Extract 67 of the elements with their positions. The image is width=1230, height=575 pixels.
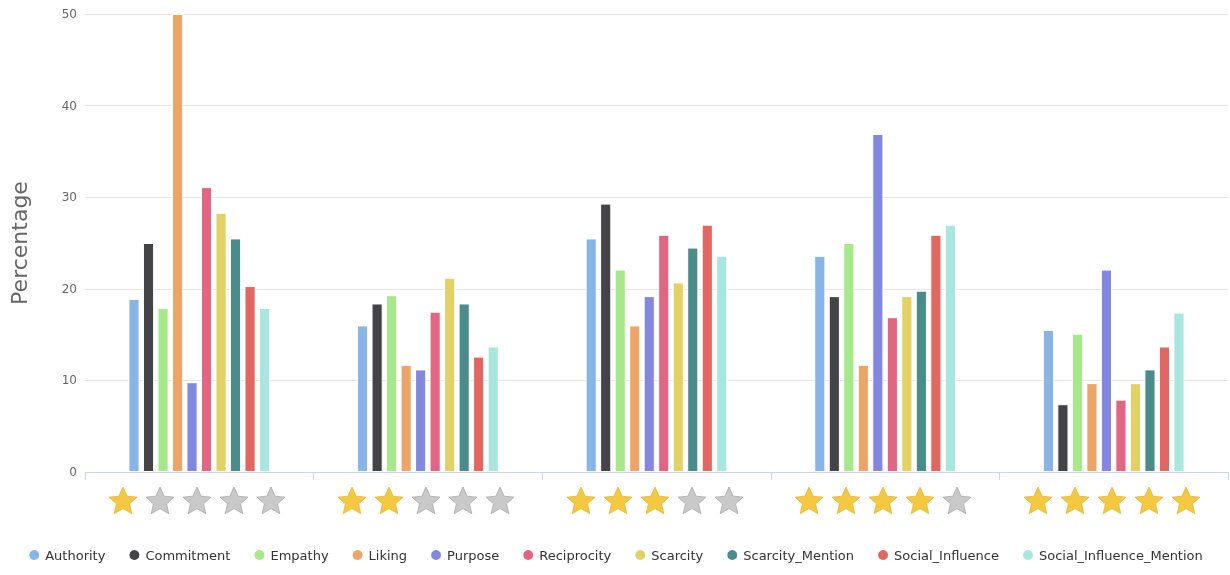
bar bbox=[259, 308, 271, 472]
bar bbox=[857, 364, 869, 472]
bar bbox=[1129, 383, 1142, 472]
bar bbox=[1173, 312, 1185, 472]
bar bbox=[687, 247, 699, 472]
bar bbox=[444, 277, 456, 472]
bar bbox=[429, 311, 441, 472]
bar bbox=[1071, 333, 1084, 472]
bar bbox=[901, 296, 913, 472]
bar bbox=[872, 134, 884, 472]
bar bbox=[186, 382, 198, 472]
bar bbox=[1042, 330, 1054, 472]
bar bbox=[672, 282, 684, 472]
legend-label: Social_Influence_Mention bbox=[1038, 547, 1203, 563]
bar bbox=[171, 14, 184, 472]
legend-label: Scarcity_Mention bbox=[743, 547, 855, 563]
bar bbox=[585, 238, 597, 472]
y-axis-title: Percentage bbox=[6, 181, 32, 305]
bar bbox=[458, 303, 470, 472]
bar bbox=[400, 364, 412, 472]
y-tick-label: 40 bbox=[61, 98, 77, 113]
bar bbox=[386, 295, 398, 472]
bar bbox=[229, 238, 242, 472]
bar bbox=[886, 317, 898, 472]
bar bbox=[487, 346, 499, 472]
y-tick-label: 50 bbox=[61, 7, 77, 21]
bar bbox=[915, 290, 927, 472]
bar bbox=[244, 286, 256, 472]
bar bbox=[357, 325, 369, 472]
bar bbox=[142, 243, 155, 472]
bar bbox=[1115, 399, 1127, 472]
bar bbox=[814, 255, 826, 472]
bar bbox=[1086, 383, 1098, 472]
bar bbox=[371, 303, 383, 472]
y-tick-label: 30 bbox=[61, 190, 77, 205]
bar bbox=[658, 234, 670, 472]
legend-label: Reciprocity bbox=[539, 547, 612, 563]
bar bbox=[473, 356, 485, 472]
legend-label: Purpose bbox=[447, 547, 500, 563]
bar bbox=[1158, 346, 1171, 472]
y-tick-label: 0 bbox=[69, 465, 77, 479]
bar bbox=[716, 255, 728, 472]
legend-label: Liking bbox=[368, 547, 408, 563]
y-tick-label: 10 bbox=[61, 373, 77, 388]
bar bbox=[930, 234, 942, 472]
bar bbox=[843, 243, 855, 472]
bar bbox=[944, 224, 956, 472]
bar bbox=[200, 187, 213, 472]
bar bbox=[828, 296, 840, 472]
legend-label: Scarcity bbox=[651, 547, 704, 563]
bar bbox=[1100, 269, 1113, 472]
legend-label: Empathy bbox=[270, 547, 329, 563]
bar bbox=[415, 369, 427, 472]
bar bbox=[643, 296, 655, 472]
legend-label: Commitment bbox=[145, 547, 231, 563]
bar bbox=[157, 308, 169, 472]
legend-label: Authority bbox=[45, 547, 106, 563]
bar bbox=[600, 203, 612, 472]
bar bbox=[629, 325, 641, 472]
y-tick-label: 20 bbox=[61, 281, 77, 296]
bar bbox=[614, 269, 626, 472]
bar bbox=[1057, 404, 1069, 472]
bar bbox=[128, 298, 140, 472]
legend-label: Social_Influence bbox=[894, 547, 999, 563]
bar bbox=[1144, 369, 1156, 472]
bar bbox=[701, 224, 713, 472]
bar bbox=[215, 212, 227, 472]
